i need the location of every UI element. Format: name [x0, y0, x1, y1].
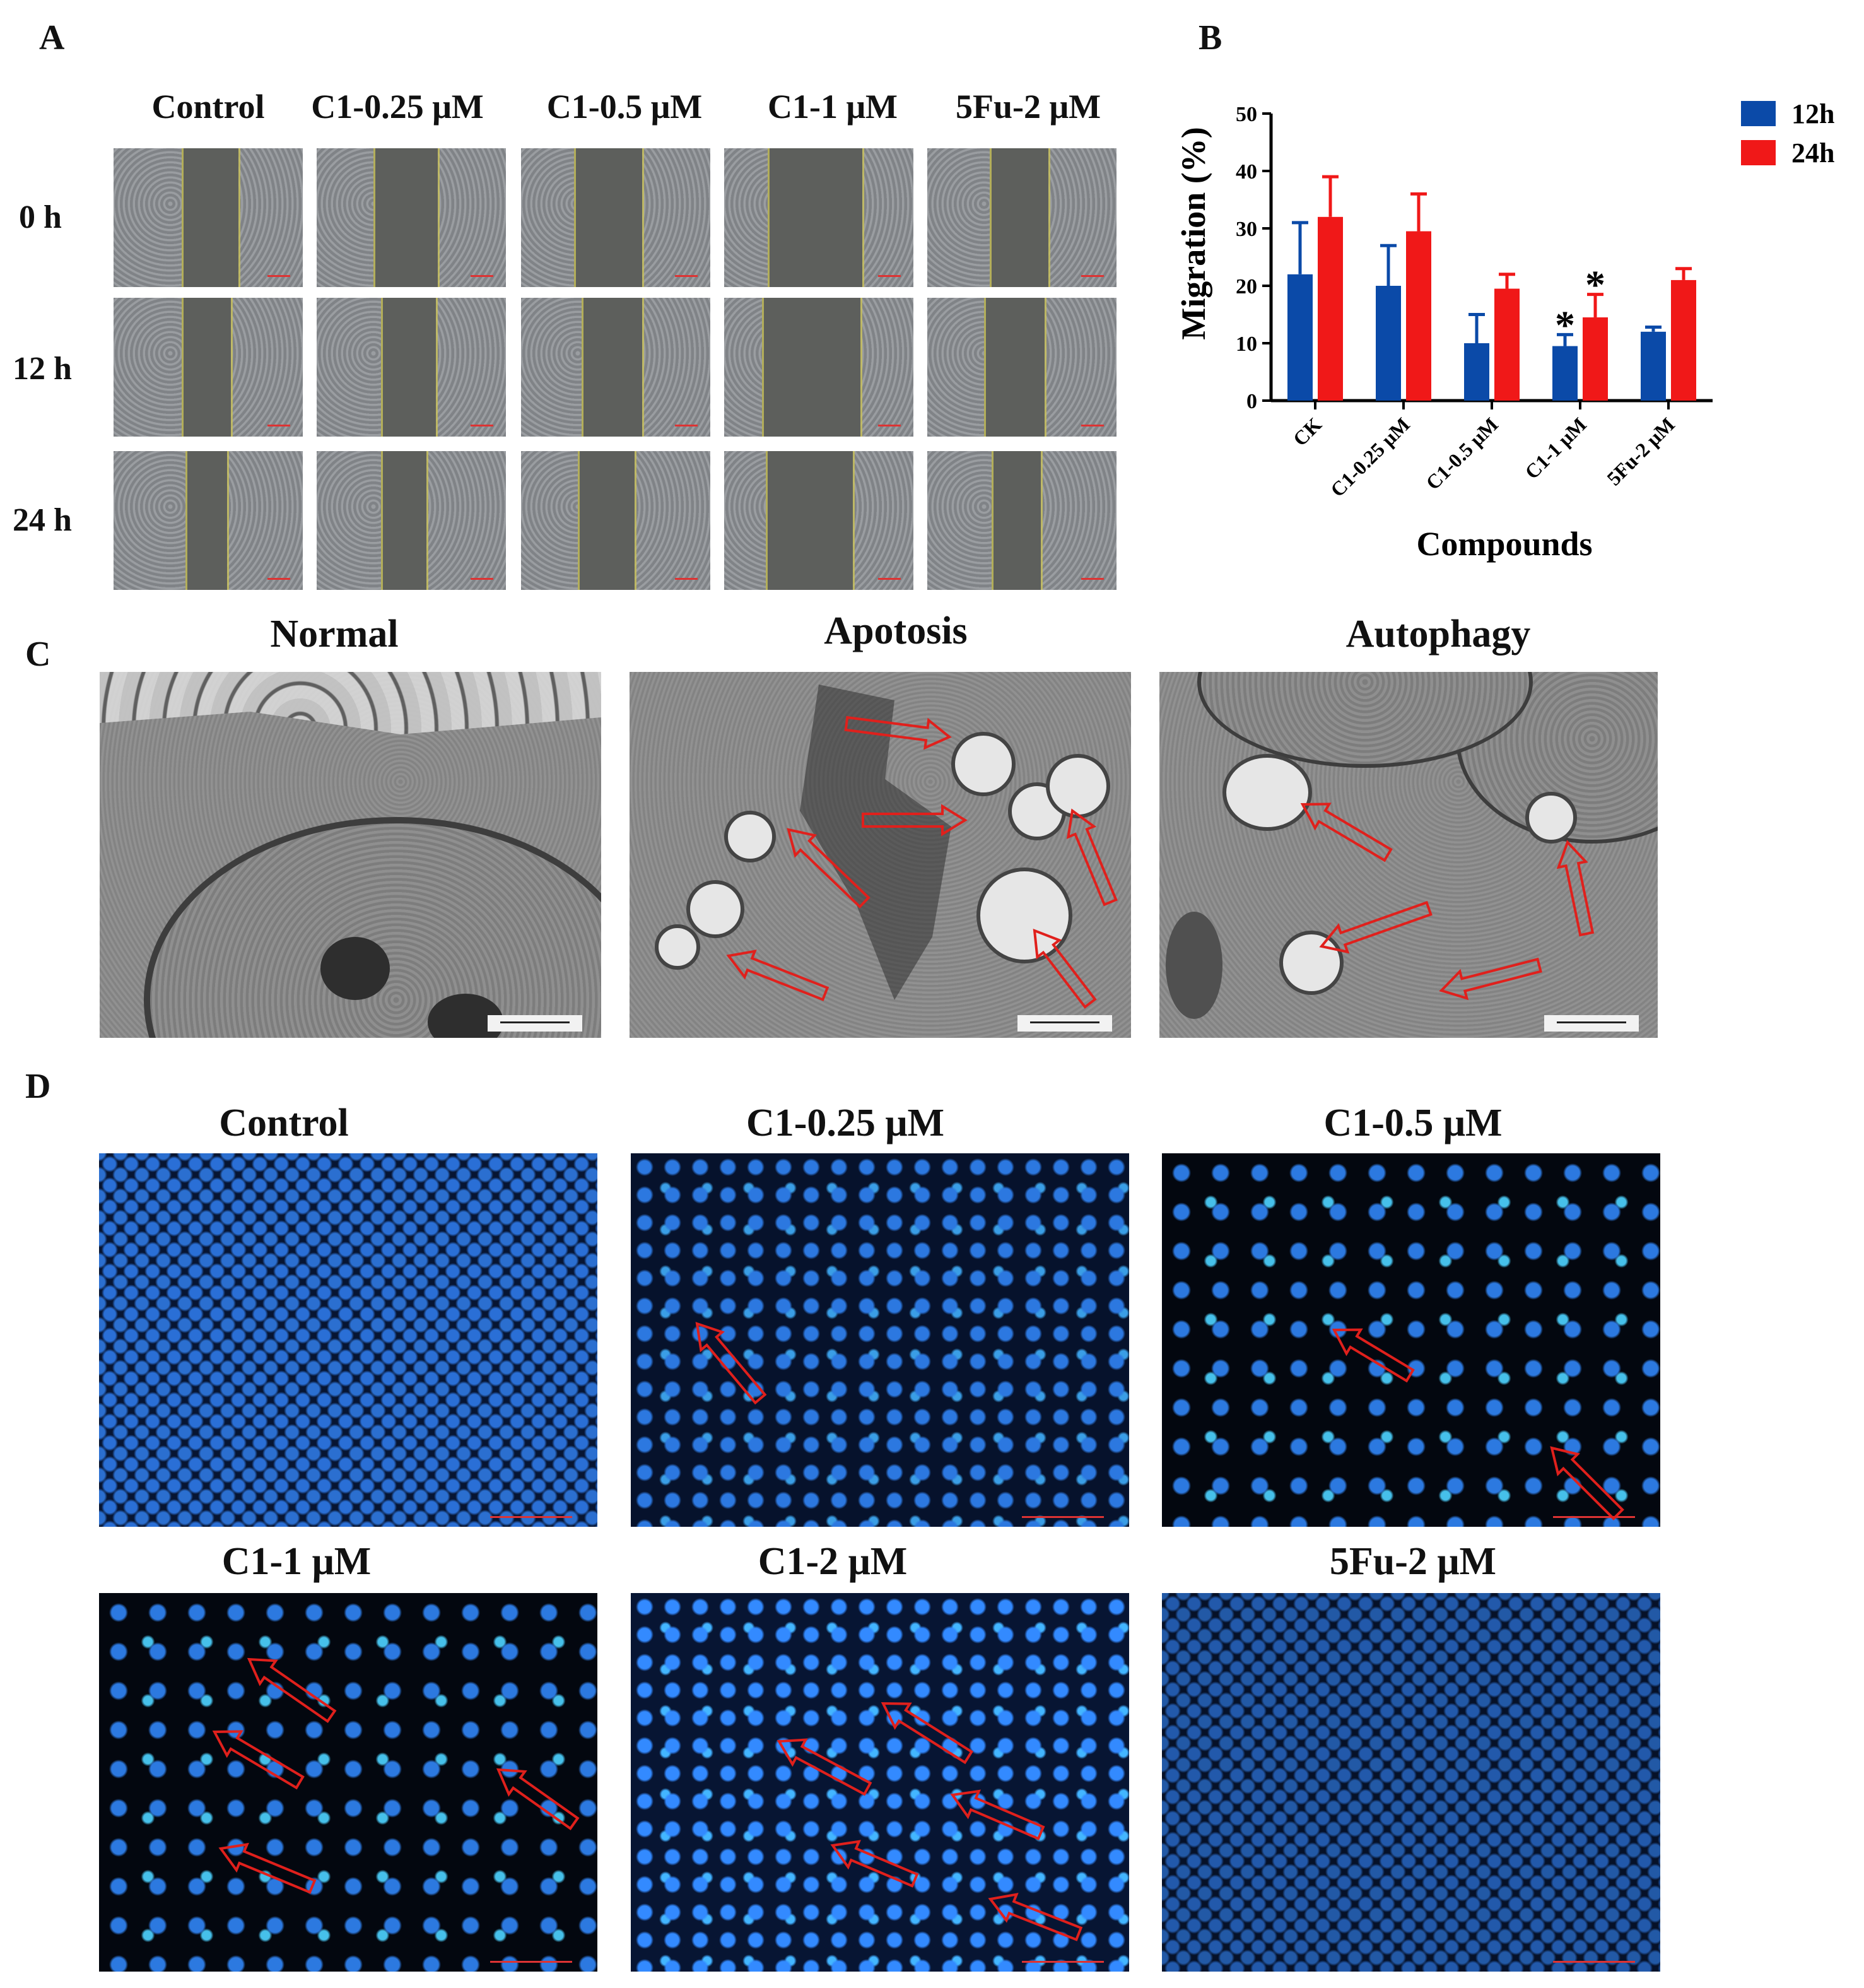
- scratch-image: [521, 148, 710, 287]
- bar-12h: [1552, 346, 1578, 401]
- y-axis-label: Migration (%): [1175, 127, 1212, 339]
- scratch-image: [927, 451, 1117, 590]
- fluor-title-c1-2: C1-2 μM: [758, 1540, 908, 1583]
- y-tick-label: 10: [1236, 332, 1257, 356]
- bar-12h: [1641, 331, 1666, 401]
- bar-12h: [1287, 274, 1313, 401]
- bar-24h: [1494, 288, 1520, 401]
- y-tick-label: 40: [1236, 160, 1257, 184]
- y-tick-label: 50: [1236, 103, 1257, 126]
- fluor-image-c1-05: [1162, 1153, 1660, 1527]
- row-label-0h: 0 h: [19, 199, 62, 235]
- scratch-image: [114, 148, 303, 287]
- scratch-image: [724, 148, 913, 287]
- bar-24h: [1318, 216, 1343, 401]
- scratch-image: [724, 451, 913, 590]
- tem-title-normal: Normal: [270, 613, 399, 656]
- column-title-5fu: 5Fu-2 μM: [955, 88, 1101, 126]
- column-title-c1-025: C1-0.25 μM: [311, 88, 484, 126]
- y-tick-label: 20: [1236, 275, 1257, 298]
- tem-image-autophagy: [1159, 672, 1658, 1038]
- scratch-image: [927, 298, 1117, 437]
- scratch-image: [317, 298, 506, 437]
- panel-label-d: D: [25, 1067, 51, 1106]
- fluor-title-5fu: 5Fu-2 μM: [1329, 1540, 1497, 1583]
- fluor-image-c1-1: [99, 1593, 597, 1972]
- legend-label-24h: 24h: [1791, 138, 1834, 168]
- fluor-title-control: Control: [219, 1102, 349, 1144]
- bar-12h: [1464, 343, 1489, 401]
- bar-24h: [1583, 317, 1608, 401]
- migration-bar-chart: 0 10 20 30 40 50 CK C1-0.25 μM C1-0.5 μM C1-1 μM 5…: [1175, 98, 1834, 563]
- x-tick-label: 5Fu-2 μM: [1602, 413, 1679, 490]
- panel-label-c: C: [25, 635, 51, 674]
- tem-title-autophagy: Autophagy: [1345, 613, 1531, 656]
- y-tick-label: 0: [1246, 390, 1257, 413]
- panel-label-a: A: [39, 18, 65, 57]
- tem-image-normal: [100, 672, 601, 1038]
- row-label-12h: 12 h: [13, 351, 72, 387]
- scratch-image: [114, 451, 303, 590]
- tem-title-apotosis: Apotosis: [824, 609, 968, 652]
- bar-24h: [1671, 279, 1696, 401]
- fluor-title-c1-05: C1-0.5 μM: [1323, 1102, 1503, 1144]
- panel-label-b: B: [1199, 18, 1222, 57]
- scratch-image: [114, 298, 303, 437]
- significance-star: *: [1585, 262, 1605, 307]
- column-title-control: Control: [151, 88, 265, 126]
- x-tick-label: CK: [1289, 413, 1326, 450]
- fluor-image-5fu: [1162, 1593, 1660, 1972]
- scratch-image: [317, 451, 506, 590]
- significance-star: *: [1555, 302, 1575, 347]
- legend-swatch-24h: [1741, 140, 1776, 165]
- x-tick-label: C1-1 μM: [1520, 413, 1591, 483]
- legend-label-12h: 12h: [1791, 98, 1834, 129]
- bar-12h: [1376, 286, 1401, 401]
- tem-image-apotosis: [630, 672, 1131, 1038]
- fluor-image-c1-025: [631, 1153, 1129, 1527]
- fluor-title-c1-025: C1-0.25 μM: [746, 1102, 945, 1144]
- x-tick-label: C1-0.25 μM: [1326, 413, 1414, 501]
- scratch-image: [927, 148, 1117, 287]
- column-title-c1-05: C1-0.5 μM: [546, 88, 703, 126]
- scratch-image: [317, 148, 506, 287]
- scratch-image: [521, 451, 710, 590]
- y-tick-label: 30: [1236, 218, 1257, 241]
- bar-24h: [1406, 231, 1431, 401]
- fluor-title-c1-1: C1-1 μM: [221, 1540, 372, 1583]
- fluor-image-control: [99, 1153, 597, 1527]
- row-label-24h: 24 h: [13, 502, 72, 538]
- scratch-image: [724, 298, 913, 437]
- column-title-c1-1: C1-1 μM: [767, 88, 898, 126]
- x-tick-label: C1-0.5 μM: [1421, 413, 1503, 494]
- fluor-image-c1-2: [631, 1593, 1129, 1972]
- legend-swatch-12h: [1741, 101, 1776, 126]
- x-axis-label: Compounds: [1416, 525, 1592, 563]
- scratch-image: [521, 298, 710, 437]
